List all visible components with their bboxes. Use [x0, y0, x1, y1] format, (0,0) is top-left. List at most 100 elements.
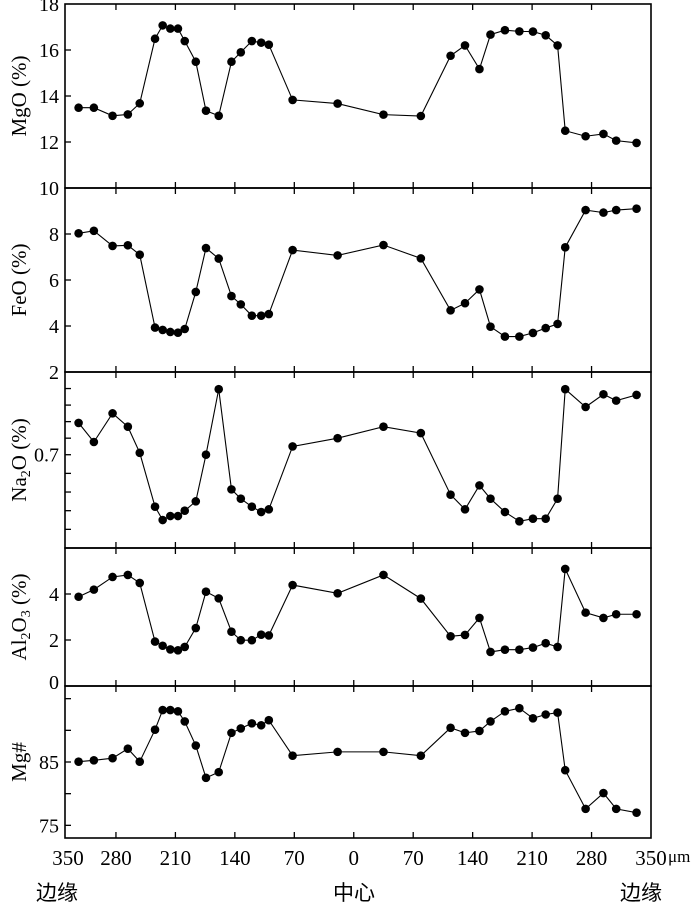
- data-point: [515, 517, 524, 526]
- data-point: [135, 448, 145, 458]
- data-point: [135, 757, 145, 766]
- data-point: [379, 110, 388, 119]
- series-line: [78, 24, 637, 144]
- data-point: [611, 136, 621, 145]
- data-point: [632, 609, 641, 619]
- y-tick-label: 2: [49, 630, 59, 652]
- data-point: [500, 332, 510, 341]
- region-label-right: 边缘: [620, 881, 662, 905]
- data-point: [247, 502, 257, 511]
- data-point: [460, 728, 470, 738]
- data-point: [236, 494, 246, 503]
- data-point: [446, 306, 455, 315]
- region-label-center: 中心: [333, 881, 375, 905]
- data-point: [247, 36, 257, 46]
- x-tick-label: 350: [52, 846, 84, 870]
- y-tick-label: 85: [39, 752, 59, 774]
- data-point: [180, 36, 190, 46]
- series-line: [78, 208, 637, 338]
- data-point: [475, 726, 484, 736]
- data-point: [89, 103, 99, 113]
- data-point: [214, 254, 224, 263]
- data-point: [528, 27, 538, 36]
- data-point: [158, 705, 167, 715]
- data-point: [108, 753, 117, 763]
- data-point: [256, 507, 266, 517]
- data-point: [599, 208, 608, 217]
- data-point: [560, 243, 570, 252]
- data-point: [247, 635, 257, 645]
- data-point: [173, 24, 183, 33]
- data-point: [74, 592, 83, 602]
- region-label-left: 边缘: [36, 881, 78, 905]
- data-point: [191, 741, 201, 750]
- data-point: [214, 111, 224, 121]
- data-point: [333, 99, 342, 108]
- data-point: [264, 505, 274, 514]
- data-point: [581, 804, 590, 814]
- data-point: [108, 572, 117, 582]
- data-point: [227, 485, 236, 494]
- x-tick-label: 210: [516, 846, 548, 870]
- data-point: [227, 728, 236, 738]
- data-point: [581, 402, 590, 412]
- data-point: [158, 21, 167, 30]
- data-point: [227, 627, 236, 637]
- data-point: [486, 494, 495, 503]
- panel-frame: [64, 371, 652, 549]
- x-tick-label: 140: [219, 846, 251, 870]
- data-point: [446, 632, 455, 641]
- data-point: [553, 494, 562, 503]
- y-tick-label: 12: [39, 132, 59, 154]
- data-point: [135, 250, 145, 259]
- data-point: [180, 506, 190, 515]
- data-point: [333, 433, 342, 443]
- x-unit-label: μm: [668, 847, 690, 866]
- data-point: [599, 613, 608, 623]
- data-point: [256, 38, 266, 47]
- data-point: [166, 645, 175, 654]
- data-point: [560, 384, 570, 394]
- data-point: [528, 714, 538, 723]
- data-point: [150, 637, 160, 646]
- x-tick-label: 70: [403, 846, 424, 870]
- data-point: [553, 319, 562, 329]
- data-point: [247, 719, 257, 728]
- data-point: [227, 291, 236, 301]
- data-point: [500, 507, 510, 517]
- data-point: [264, 715, 274, 725]
- data-point: [416, 751, 426, 760]
- data-point: [581, 608, 590, 617]
- data-point: [123, 422, 133, 432]
- data-point: [632, 390, 641, 400]
- data-point: [264, 309, 274, 319]
- y-axis-label: MgO (%): [7, 55, 31, 136]
- y-tick-label: 4: [49, 316, 59, 338]
- data-point: [599, 788, 608, 798]
- data-point: [553, 41, 562, 50]
- data-point: [333, 251, 342, 260]
- data-point: [541, 30, 550, 40]
- data-point: [158, 515, 167, 525]
- data-point: [460, 298, 470, 308]
- data-point: [611, 609, 621, 619]
- y-tick-label: 75: [39, 815, 59, 837]
- data-point: [560, 564, 570, 574]
- data-point: [500, 25, 510, 35]
- data-point: [173, 511, 183, 521]
- y-axis-label: Mg#: [7, 742, 31, 782]
- data-point: [201, 106, 211, 116]
- data-point: [515, 332, 524, 341]
- data-point: [333, 589, 342, 598]
- data-point: [416, 594, 426, 603]
- data-point: [135, 99, 145, 108]
- x-tick-label: 280: [576, 846, 608, 870]
- data-point: [123, 110, 133, 119]
- data-point: [446, 723, 455, 733]
- data-point: [288, 95, 297, 105]
- data-point: [201, 773, 211, 783]
- x-tick-label: 280: [100, 846, 132, 870]
- y-tick-label: 0: [49, 672, 59, 694]
- data-point: [123, 570, 133, 580]
